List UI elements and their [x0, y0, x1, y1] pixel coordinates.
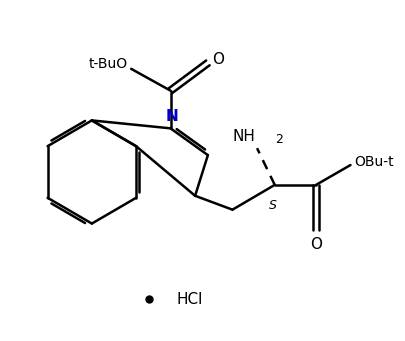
- Text: HCl: HCl: [177, 292, 203, 307]
- Text: N: N: [166, 109, 179, 124]
- Text: O: O: [310, 237, 322, 252]
- Text: NH: NH: [232, 129, 255, 144]
- Text: OBu-t: OBu-t: [354, 155, 394, 169]
- Text: O: O: [212, 53, 224, 68]
- Text: t-BuO: t-BuO: [88, 57, 127, 71]
- Text: S: S: [269, 199, 277, 212]
- Text: 2: 2: [275, 133, 283, 146]
